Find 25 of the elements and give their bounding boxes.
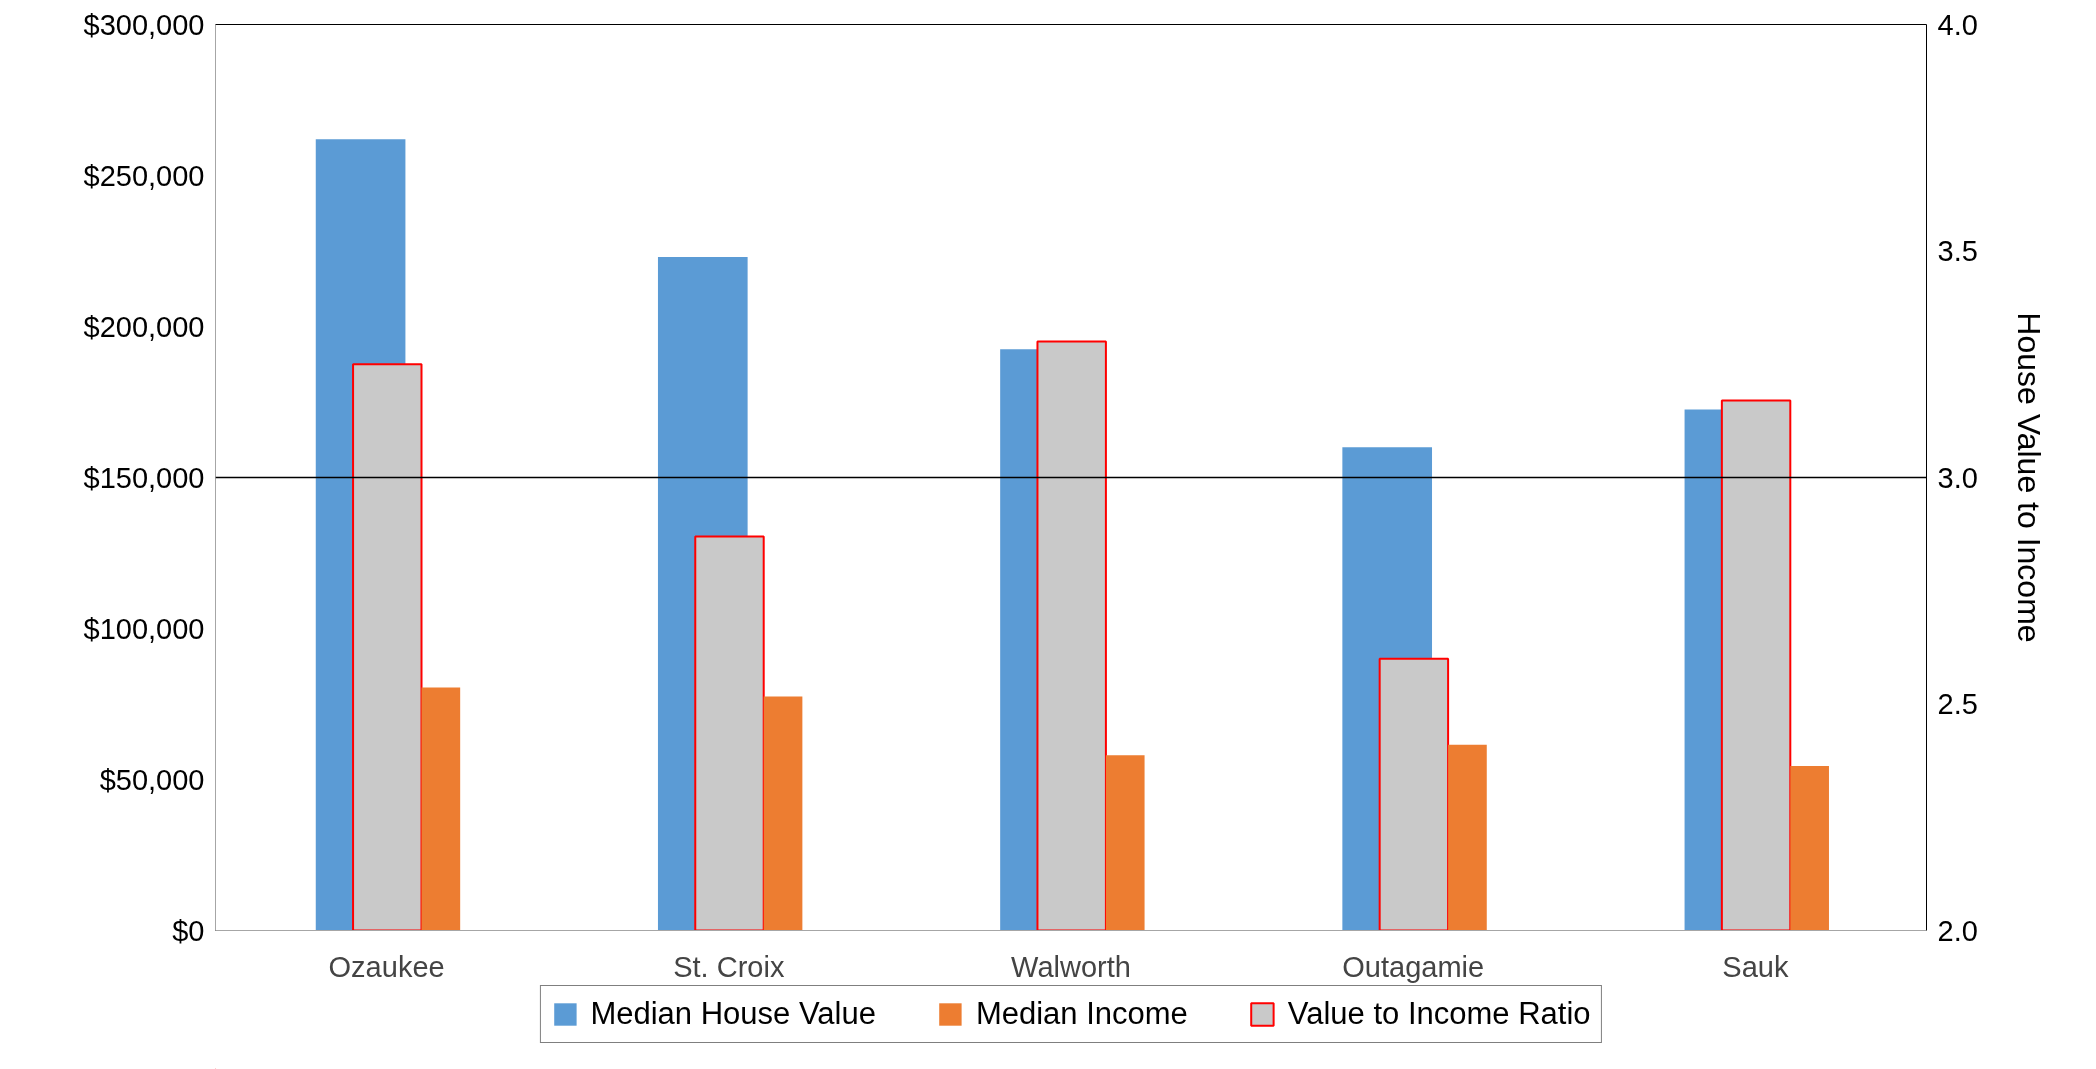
y2-tick-label: 4.0 (1937, 8, 1978, 41)
y-tick-label: $100,000 (83, 612, 205, 645)
y2-axis-title: House Value to Income (2010, 312, 2047, 643)
y-tick-label: $200,000 (83, 310, 205, 343)
ref-line-label: 3.0 (1937, 461, 1978, 494)
y-tick-label: $0 (172, 914, 205, 947)
bar (421, 687, 461, 931)
bar (763, 696, 803, 931)
legend-label: Median Income (975, 996, 1188, 1032)
bar (1790, 765, 1829, 931)
x-tick-label: Walworth (1011, 950, 1131, 983)
y2-tick-label: 3.5 (1937, 235, 1978, 267)
x-tick-label: Ozaukee (328, 950, 445, 983)
x-tick-label: St. Croix (673, 950, 785, 983)
y-tick-label: $300,000 (83, 8, 205, 41)
y2-tick-label: 2.5 (1937, 688, 1978, 720)
y-tick-label: $50,000 (99, 763, 205, 796)
legend-label: Value to Income Ratio (1287, 996, 1591, 1032)
y-tick-label: $250,000 (83, 159, 205, 192)
legend-label: Median House Value (590, 996, 876, 1032)
x-tick-label: Outagamie (1342, 950, 1485, 983)
x-tick-label: Sauk (1722, 950, 1789, 983)
y-tick-label: $150,000 (83, 461, 205, 494)
y2-tick-label: 2.0 (1937, 914, 1978, 947)
bar (1105, 755, 1145, 931)
